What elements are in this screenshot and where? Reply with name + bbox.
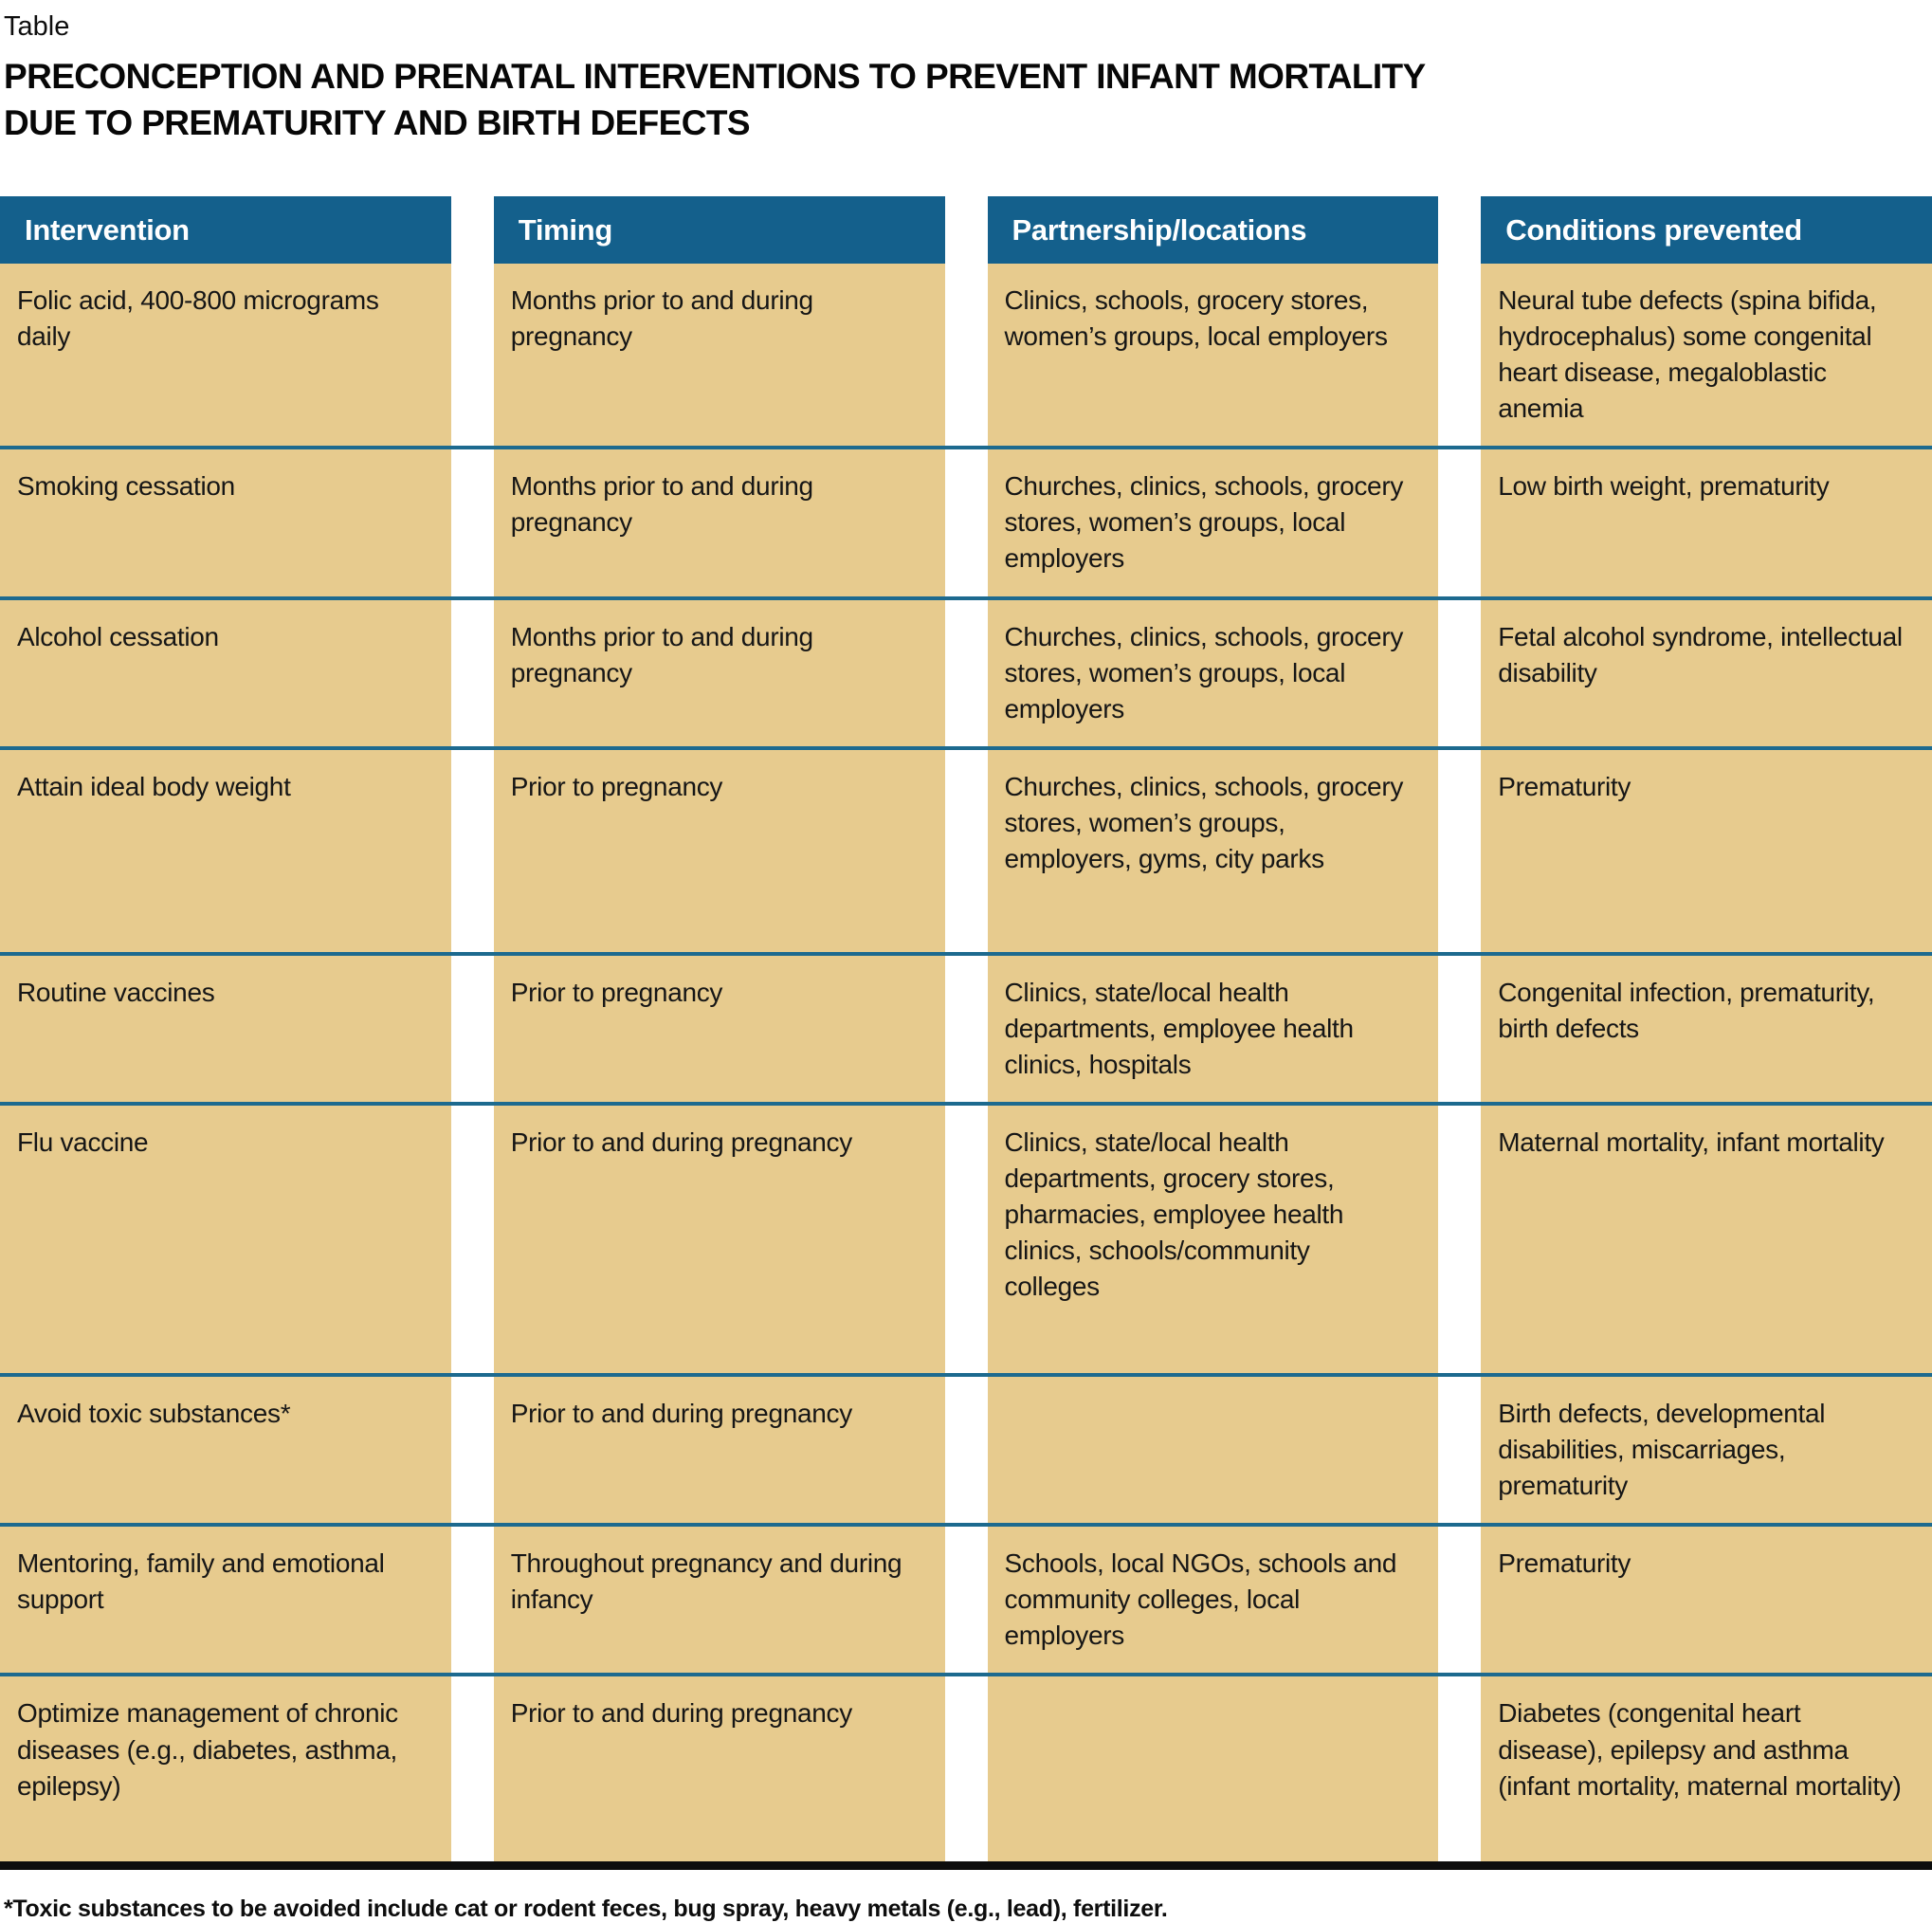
cell-partnership bbox=[987, 1377, 1439, 1524]
table-row: Attain ideal body weight Prior to pregna… bbox=[0, 745, 1932, 952]
table-title: PRECONCEPTION AND PRENATAL INTERVENTIONS… bbox=[4, 54, 1932, 147]
cell-timing: Prior to and during pregnancy bbox=[493, 1106, 945, 1374]
cell-intervention: Flu vaccine bbox=[0, 1106, 451, 1374]
cell-timing: Months prior to and during pregnancy bbox=[493, 449, 945, 596]
cell-conditions: Congenital infection, prematurity, birth… bbox=[1481, 955, 1932, 1103]
table-row: Folic acid, 400-800 micrograms daily Mon… bbox=[0, 264, 1932, 447]
cell-conditions: Prematurity bbox=[1481, 1527, 1932, 1674]
table-kicker: Table bbox=[4, 11, 70, 42]
cell-conditions: Diabetes (congenital heart disease), epi… bbox=[1481, 1676, 1932, 1862]
table-row: Alcohol cessation Months prior to and du… bbox=[0, 595, 1932, 746]
table-row: Flu vaccine Prior to and during pregnanc… bbox=[0, 1102, 1932, 1374]
table-row: Avoid toxic substances* Prior to and dur… bbox=[0, 1373, 1932, 1524]
table-title-line2: DUE TO PREMATURITY AND BIRTH DEFECTS bbox=[4, 103, 751, 143]
cell-partnership: Clinics, state/local health departments,… bbox=[987, 1106, 1439, 1374]
table-title-line1: PRECONCEPTION AND PRENATAL INTERVENTIONS… bbox=[4, 57, 1426, 97]
cell-intervention: Folic acid, 400-800 micrograms daily bbox=[0, 264, 451, 447]
cell-intervention: Optimize management of chronic diseases … bbox=[0, 1676, 451, 1862]
cell-conditions: Prematurity bbox=[1481, 749, 1932, 952]
cell-conditions: Maternal mortality, infant mortality bbox=[1481, 1106, 1932, 1374]
column-header-timing: Timing bbox=[493, 196, 945, 264]
cell-timing: Prior to and during pregnancy bbox=[493, 1676, 945, 1862]
table-row: Routine vaccines Prior to pregnancy Clin… bbox=[0, 951, 1932, 1103]
cell-partnership bbox=[987, 1676, 1439, 1862]
cell-intervention: Alcohol cessation bbox=[0, 599, 451, 746]
table-header-row: Intervention Timing Partnership/location… bbox=[0, 196, 1932, 264]
cell-partnership: Clinics, state/local health departments,… bbox=[987, 955, 1439, 1103]
interventions-table: Intervention Timing Partnership/location… bbox=[0, 196, 1932, 1871]
cell-intervention: Avoid toxic substances* bbox=[0, 1377, 451, 1524]
cell-conditions: Birth defects, developmental disabilitie… bbox=[1481, 1377, 1932, 1524]
table-row: Smoking cessation Months prior to and du… bbox=[0, 446, 1932, 596]
cell-conditions: Low birth weight, prematurity bbox=[1481, 449, 1932, 596]
column-header-intervention: Intervention bbox=[0, 196, 451, 264]
column-header-partnership: Partnership/locations bbox=[987, 196, 1439, 264]
cell-intervention: Routine vaccines bbox=[0, 955, 451, 1103]
cell-conditions: Neural tube defects (spina bifida, hydro… bbox=[1481, 264, 1932, 447]
cell-partnership: Churches, clinics, schools, grocery stor… bbox=[987, 449, 1439, 596]
cell-timing: Throughout pregnancy and during infancy bbox=[493, 1527, 945, 1674]
cell-intervention: Smoking cessation bbox=[0, 449, 451, 596]
cell-timing: Prior to pregnancy bbox=[493, 749, 945, 952]
cell-timing: Months prior to and during pregnancy bbox=[493, 599, 945, 746]
cell-timing: Months prior to and during pregnancy bbox=[493, 264, 945, 447]
cell-intervention: Attain ideal body weight bbox=[0, 749, 451, 952]
cell-partnership: Schools, local NGOs, schools and communi… bbox=[987, 1527, 1439, 1674]
cell-conditions: Fetal alcohol syndrome, intellectual dis… bbox=[1481, 599, 1932, 746]
cell-intervention: Mentoring, family and emotional support bbox=[0, 1527, 451, 1674]
cell-timing: Prior to and during pregnancy bbox=[493, 1377, 945, 1524]
cell-partnership: Clinics, schools, grocery stores, women’… bbox=[987, 264, 1439, 447]
cell-timing: Prior to pregnancy bbox=[493, 955, 945, 1103]
table-footnote: *Toxic substances to be avoided include … bbox=[4, 1896, 1168, 1923]
cell-partnership: Churches, clinics, schools, grocery stor… bbox=[987, 599, 1439, 746]
cell-partnership: Churches, clinics, schools, grocery stor… bbox=[987, 749, 1439, 952]
column-header-conditions: Conditions prevented bbox=[1481, 196, 1932, 264]
table-row: Optimize management of chronic diseases … bbox=[0, 1673, 1932, 1862]
table-row: Mentoring, family and emotional support … bbox=[0, 1523, 1932, 1674]
